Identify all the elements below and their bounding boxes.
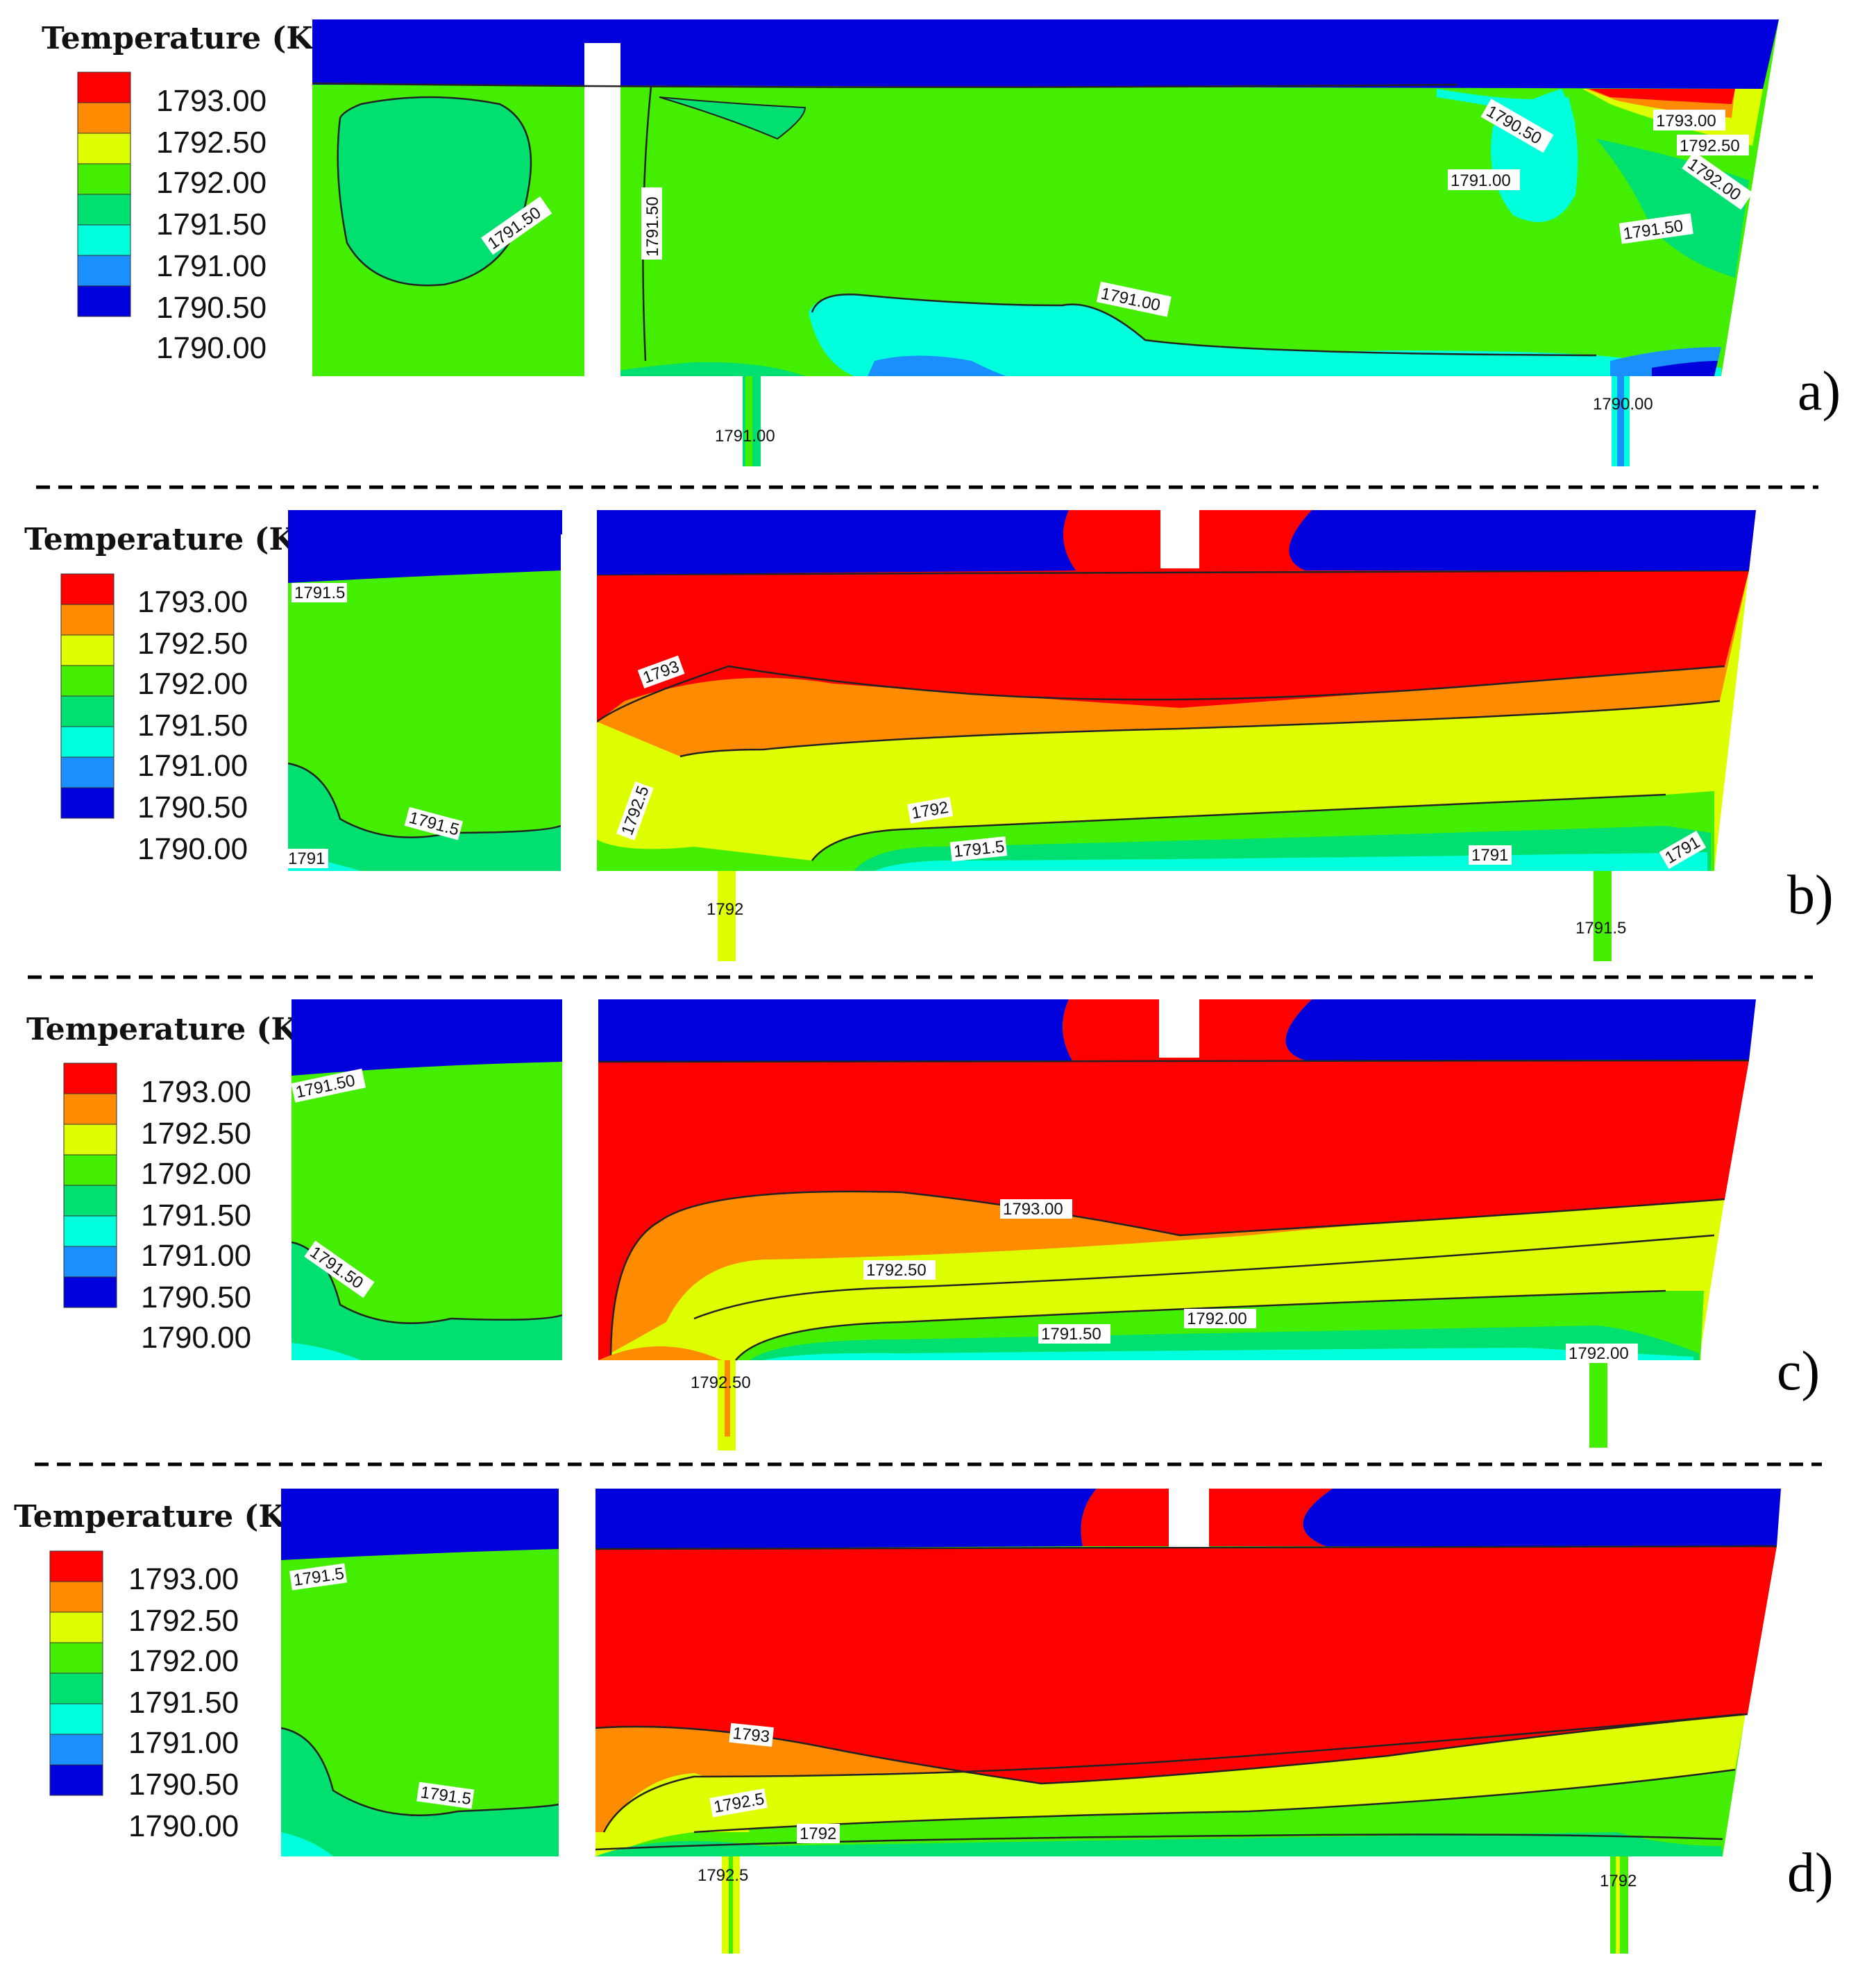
legend-label: 1790.50 xyxy=(141,1280,251,1314)
legend-title-c: Temperature (K) xyxy=(26,1012,312,1047)
legend-label: 1793.00 xyxy=(128,1562,239,1596)
contour-field-c xyxy=(291,999,1756,1450)
contour-label: 1792.00 xyxy=(1187,1310,1247,1328)
legend-label: 1792.50 xyxy=(156,126,267,160)
contour-label: 1791.50 xyxy=(1041,1325,1101,1344)
legend-title-b: Temperature (K) xyxy=(24,522,310,557)
contour-label: 1791 xyxy=(1471,846,1508,865)
legend-title-d: Temperature (K) xyxy=(14,1499,299,1534)
panel-label-d: d) xyxy=(1787,1843,1834,1904)
contour-field-b xyxy=(287,510,1756,961)
legend-label: 1792.50 xyxy=(141,1117,251,1151)
contour-field-d xyxy=(280,1489,1781,1954)
legend-label: 1791.50 xyxy=(156,208,267,242)
contour-label: 1792.50 xyxy=(866,1261,927,1280)
contour-field-a xyxy=(312,19,1779,466)
contour-label: 1792.50 xyxy=(691,1373,751,1392)
panel-label-a: a) xyxy=(1798,361,1841,422)
panel-label-c: c) xyxy=(1777,1341,1820,1402)
legend-label: 1791.50 xyxy=(137,709,248,743)
contour-label: 1792 xyxy=(707,900,743,919)
panel-c: Temperature (K) 1793.00 1792.50 1792.00 … xyxy=(26,999,1820,1450)
legend-label: 1790.00 xyxy=(156,331,267,365)
panel-label-b: b) xyxy=(1787,865,1834,926)
legend-title-a: Temperature (K) xyxy=(42,21,327,56)
legend-label: 1791.00 xyxy=(137,749,248,783)
legend-label: 1790.00 xyxy=(137,832,248,866)
legend-b: Temperature (K) 1793.00 1792.50 1792.00 … xyxy=(24,522,310,866)
contour-label: 1791.50 xyxy=(643,196,662,257)
contour-label: 1792.00 xyxy=(1569,1344,1629,1363)
contour-label: 1791.00 xyxy=(1451,171,1511,190)
contour-label: 1792.50 xyxy=(1680,137,1740,155)
legend-label: 1791.00 xyxy=(128,1726,239,1760)
contour-label: 1791.5 xyxy=(1575,919,1626,938)
contour-label: 1792 xyxy=(1600,1872,1637,1890)
legend-label: 1792.50 xyxy=(128,1604,239,1638)
legend-c: Temperature (K) 1793.00 1792.50 1792.00 … xyxy=(26,1012,312,1355)
legend-label: 1792.00 xyxy=(156,166,267,200)
panel-d: Temperature (K) 1793.00 1792.50 1792.00 … xyxy=(14,1489,1834,1954)
contour-label: 1793.00 xyxy=(1003,1200,1063,1219)
contour-label: 1792.5 xyxy=(698,1866,748,1885)
legend-label: 1792.50 xyxy=(137,627,248,661)
legend-label: 1791.00 xyxy=(156,249,267,283)
contour-label: 1791.5 xyxy=(294,584,345,602)
contour-label: 1791.00 xyxy=(715,427,775,446)
contour-label: 1793.00 xyxy=(1656,112,1716,130)
legend-label: 1792.00 xyxy=(141,1157,251,1191)
legend-label: 1791.50 xyxy=(141,1199,251,1233)
legend-label: 1790.50 xyxy=(156,291,267,325)
legend-label: 1790.00 xyxy=(128,1809,239,1843)
contour-label: 1790.00 xyxy=(1593,395,1653,414)
panel-b: Temperature (K) 1793.00 1792.50 1792.00 … xyxy=(24,510,1834,961)
legend-label: 1793.00 xyxy=(137,585,248,619)
contour-label: 1791 xyxy=(288,849,325,868)
legend-label: 1791.50 xyxy=(128,1686,239,1720)
legend-label: 1793.00 xyxy=(156,84,267,118)
legend-label: 1790.50 xyxy=(137,790,248,824)
legend-label: 1793.00 xyxy=(141,1075,251,1109)
contour-label: 1793 xyxy=(732,1724,770,1746)
legend-label: 1790.50 xyxy=(128,1768,239,1802)
legend-d: Temperature (K) 1793.00 1792.50 1792.00 … xyxy=(14,1499,299,1843)
legend-a: Temperature (K) 1793.00 1792.50 1792.00 … xyxy=(42,21,327,365)
legend-label: 1792.00 xyxy=(128,1644,239,1678)
panel-a: Temperature (K) 1793.00 1792.50 1792.00 … xyxy=(42,19,1841,466)
legend-label: 1792.00 xyxy=(137,667,248,701)
contour-label: 1792 xyxy=(800,1825,836,1843)
legend-label: 1790.00 xyxy=(141,1321,251,1355)
legend-label: 1791.00 xyxy=(141,1239,251,1273)
contour-labels-c: 1791.50 1791.50 1793.00 1792.50 1791.50 … xyxy=(291,1068,1638,1392)
